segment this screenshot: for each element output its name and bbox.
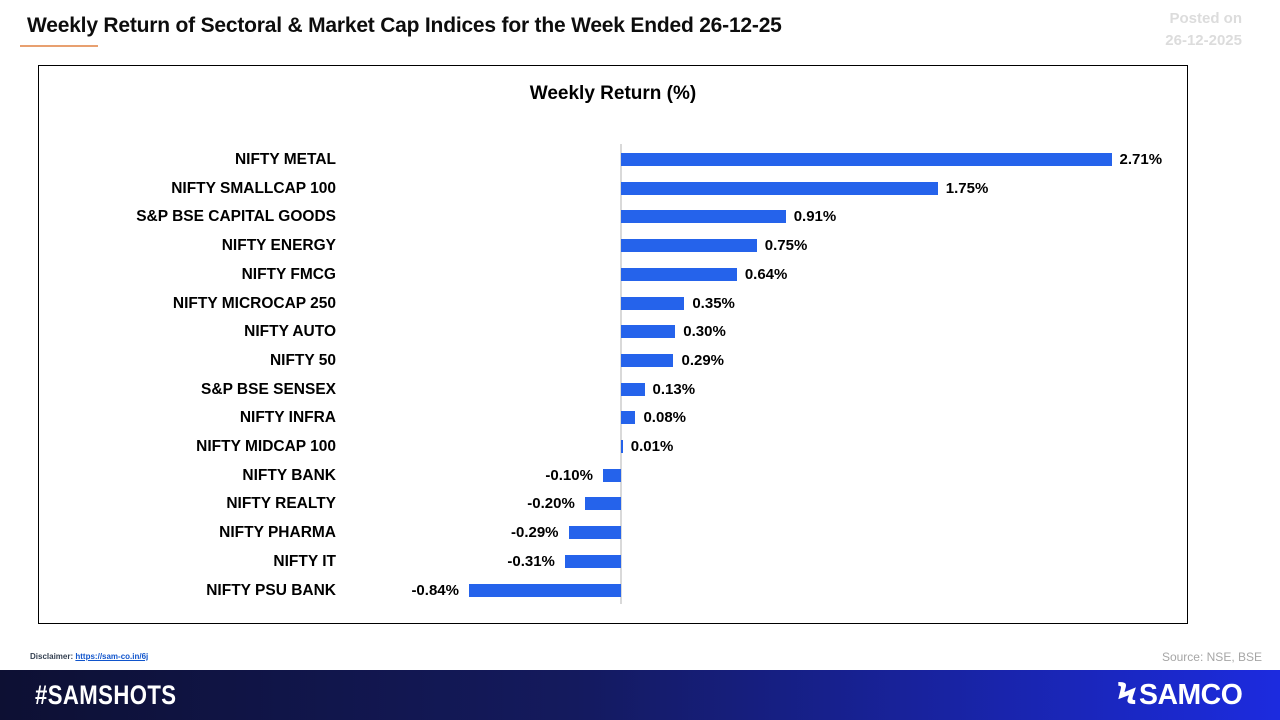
disclaimer-label: Disclaimer:	[30, 652, 74, 661]
footer-bar: #SAMSHOTS Ϟ SAMCO	[0, 670, 1280, 720]
zero-axis-line	[620, 144, 622, 604]
value-label: 0.75%	[764, 237, 808, 255]
chart-title: Weekly Return (%)	[529, 83, 697, 104]
page-title: Weekly Return of Sectoral & Market Cap I…	[27, 14, 782, 37]
bar	[564, 554, 621, 568]
bar	[621, 411, 636, 425]
bar-row: NIFTY MIDCAP 100 0.01%	[39, 432, 1187, 461]
category-label: NIFTY METAL	[234, 151, 336, 168]
bar-row: NIFTY PHARMA -0.29%	[39, 518, 1187, 547]
bar	[621, 325, 676, 339]
value-label: -0.10%	[545, 466, 593, 484]
value-label: 0.08%	[643, 409, 687, 427]
bar	[621, 382, 645, 396]
samshots-wordmark: #SAMSHOTS	[35, 679, 177, 710]
samco-logo-icon: Ϟ	[1116, 677, 1138, 712]
bar	[621, 353, 674, 367]
bar-chart: Weekly Return (%) NIFTY METAL 2.71% NIFTY …	[38, 65, 1188, 624]
category-label: NIFTY 50	[269, 351, 336, 369]
samco-logo: Ϟ SAMCO	[1116, 679, 1244, 712]
bar-row: NIFTY AUTO 0.30%	[39, 317, 1187, 346]
value-label: -0.29%	[510, 524, 559, 542]
bar-row: NIFTY ENERGY 0.75%	[39, 231, 1187, 260]
value-label: 0.30%	[683, 323, 726, 341]
category-label: NIFTY ENERGY	[221, 237, 336, 255]
category-label: S&P BSE CAPITAL GOODS	[136, 208, 336, 226]
bar	[621, 239, 757, 253]
value-label: 0.29%	[681, 351, 725, 369]
category-label: NIFTY MICROCAP 250	[172, 294, 336, 312]
disclaimer: Disclaimer: https://sam-co.in/6j	[30, 652, 148, 661]
value-label: 2.71%	[1119, 151, 1163, 168]
posted-on-date: 26-12-2025	[1165, 32, 1242, 49]
category-label: S&P BSE SENSEX	[201, 380, 336, 398]
bar-row: NIFTY MICROCAP 250 0.35%	[39, 289, 1187, 318]
bar	[568, 526, 621, 540]
bar	[621, 153, 1112, 166]
bar-row: NIFTY 50 0.29%	[39, 346, 1187, 375]
posted-on: Posted on 26-12-2025	[1165, 8, 1242, 52]
bar-row: NIFTY IT -0.31%	[39, 547, 1187, 576]
source-text: Source: NSE, BSE	[1161, 650, 1262, 664]
category-label: NIFTY REALTY	[226, 495, 336, 513]
bar	[584, 497, 621, 511]
value-label: 0.35%	[692, 294, 735, 312]
bar-row: NIFTY FMCG 0.64%	[39, 260, 1187, 289]
bar-row: NIFTY BANK -0.10%	[39, 461, 1187, 490]
bar-row: NIFTY REALTY -0.20%	[39, 489, 1187, 518]
bar-row: S&P BSE CAPITAL GOODS 0.91%	[39, 202, 1187, 231]
bar	[602, 468, 621, 482]
bar-row: S&P BSE SENSEX 0.13%	[39, 375, 1187, 404]
samco-logo-text: SAMCO	[1138, 678, 1243, 711]
value-label: 0.64%	[744, 265, 788, 283]
value-label: 0.91%	[793, 208, 837, 226]
value-label: -0.31%	[507, 552, 555, 570]
value-label: 0.01%	[630, 438, 674, 455]
bar	[621, 296, 685, 310]
bar	[468, 583, 621, 597]
category-label: NIFTY AUTO	[244, 323, 336, 341]
title-underline	[20, 45, 98, 47]
bar-row: NIFTY METAL 2.71%	[39, 145, 1187, 174]
value-label: 1.75%	[945, 179, 989, 197]
category-label: NIFTY MIDCAP 100	[196, 438, 336, 455]
value-label: -0.20%	[527, 495, 575, 513]
bar	[621, 440, 623, 453]
category-label: NIFTY PHARMA	[219, 524, 336, 542]
disclaimer-link[interactable]: https://sam-co.in/6j	[75, 652, 149, 661]
bar-row: NIFTY SMALLCAP 100 1.75%	[39, 174, 1187, 203]
category-label: NIFTY SMALLCAP 100	[171, 179, 336, 197]
category-label: NIFTY PSU BANK	[206, 581, 336, 599]
category-label: NIFTY INFRA	[239, 409, 336, 427]
posted-on-label: Posted on	[1169, 10, 1242, 27]
category-label: NIFTY BANK	[242, 466, 336, 484]
bar	[621, 267, 737, 281]
value-label: 0.13%	[652, 380, 696, 398]
value-label: -0.84%	[411, 581, 459, 599]
bar-row: NIFTY PSU BANK -0.84%	[39, 576, 1187, 605]
category-label: NIFTY IT	[273, 552, 336, 570]
category-label: NIFTY FMCG	[241, 265, 336, 283]
bar-row: NIFTY INFRA 0.08%	[39, 403, 1187, 432]
bar	[621, 210, 786, 224]
bar	[621, 181, 938, 195]
